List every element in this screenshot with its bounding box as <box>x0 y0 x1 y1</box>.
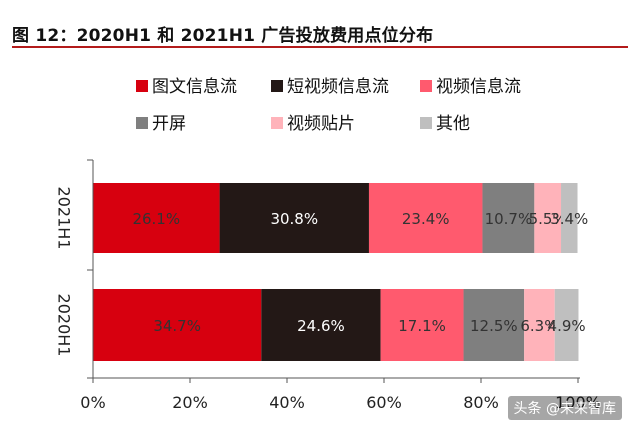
bar-label-2020H1-4: 12.5% <box>470 317 518 335</box>
bars: 26.1% 30.8% 23.4% 10.7%5.5%3.4% 34.7% 24.6% 17… <box>93 183 588 361</box>
legend-label-5: 视频贴片 <box>287 114 355 134</box>
bar-label-2021H1-6: 3.4% <box>550 210 588 228</box>
x-tick-label-4: 60% <box>366 393 402 412</box>
legend-label-2: 短视频信息流 <box>287 77 389 97</box>
x-tick-label-3: 40% <box>269 393 305 412</box>
bar-label-2021H1-2: 30.8% <box>270 210 318 228</box>
legend-swatch-3 <box>420 80 432 92</box>
legend-swatch-2 <box>271 80 283 92</box>
legend-swatch-6 <box>420 117 432 129</box>
bar-2021H1-2 <box>219 183 369 253</box>
bar-2021H1-3 <box>368 183 483 253</box>
bar-2020H1-5 <box>524 289 555 361</box>
x-tick-label-6: 100% <box>555 393 601 412</box>
x-tick-label-5: 80% <box>463 393 499 412</box>
bar-2021H1-5 <box>534 183 562 253</box>
legend-label-3: 视频信息流 <box>436 77 521 97</box>
bar-2021H1-6 <box>561 183 578 253</box>
bar-2020H1-4 <box>463 289 525 361</box>
bar-label-2021H1-4: 10.7% <box>485 210 533 228</box>
bar-2021H1-4 <box>482 183 535 253</box>
bar-2020H1-2 <box>261 289 381 361</box>
axes: 0% 20% 40% 60% 80% 100% 2021H1 2020H1 <box>55 159 601 412</box>
title-underline <box>12 46 628 48</box>
bar-label-2021H1-1: 26.1% <box>132 210 180 228</box>
bar-2020H1-6 <box>554 289 579 361</box>
bar-2020H1-1 <box>93 289 262 361</box>
bar-2021H1-1 <box>93 183 220 253</box>
bar-label-2020H1-3: 17.1% <box>398 317 446 335</box>
legend-label-4: 开屏 <box>152 114 186 134</box>
legend-swatch-1 <box>136 80 148 92</box>
legend-label-1: 图文信息流 <box>152 77 237 97</box>
legend-swatch-5 <box>271 117 283 129</box>
bar-label-2021H1-3: 23.4% <box>402 210 450 228</box>
y-tick-label-2021H1: 2021H1 <box>55 187 74 250</box>
watermark: 头条 @未来智库 <box>507 396 622 420</box>
chart-title: 图 12：2020H1 和 2021H1 广告投放费用点位分布 <box>12 26 434 46</box>
x-tick-label-1: 0% <box>80 393 105 412</box>
legend-label-6: 其他 <box>436 114 470 134</box>
bar-label-2020H1-2: 24.6% <box>297 317 345 335</box>
bar-label-2020H1-1: 34.7% <box>153 317 201 335</box>
x-tick-label-2: 20% <box>172 393 208 412</box>
bar-2020H1-3 <box>380 289 464 361</box>
y-tick-label-2020H1: 2020H1 <box>55 294 74 357</box>
bar-label-2020H1-5: 6.3% <box>520 317 558 335</box>
legend-swatch-4 <box>136 117 148 129</box>
bar-label-2020H1-6: 4.9% <box>548 317 586 335</box>
bar-label-2021H1-5: 5.5% <box>529 210 567 228</box>
